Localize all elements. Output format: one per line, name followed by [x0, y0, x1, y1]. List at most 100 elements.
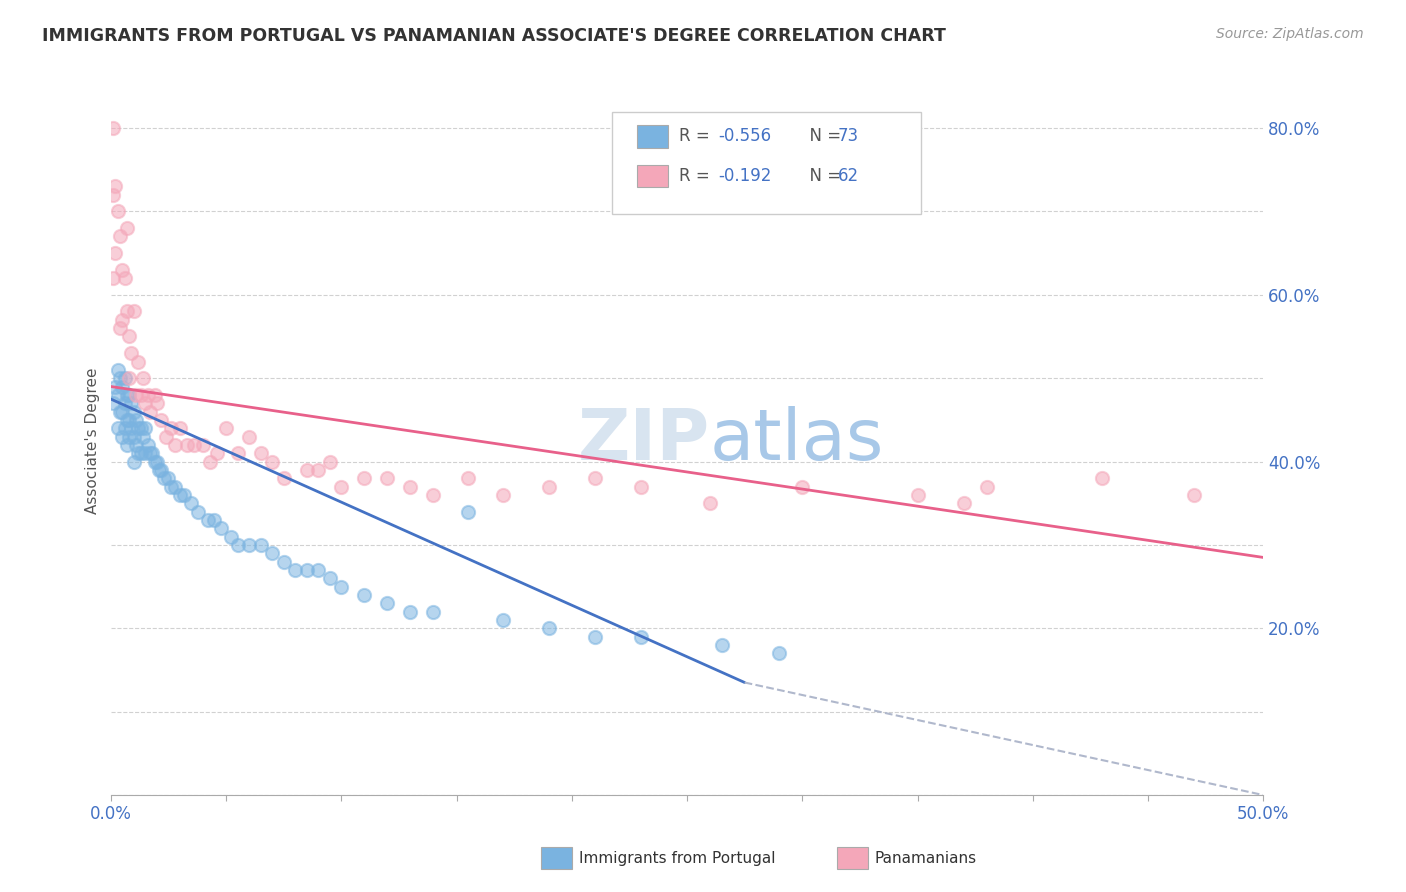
Point	[118, 388, 141, 402]
Point	[457, 471, 479, 485]
Point	[104, 179, 127, 194]
Point	[115, 388, 138, 402]
Text: R =: R =	[679, 128, 716, 145]
Point	[127, 421, 149, 435]
Text: 62: 62	[838, 167, 859, 185]
Point	[101, 271, 124, 285]
Text: 73: 73	[838, 128, 859, 145]
Point	[125, 438, 148, 452]
Point	[155, 429, 177, 443]
Point	[165, 438, 187, 452]
Text: -0.556: -0.556	[718, 128, 772, 145]
Point	[262, 454, 284, 468]
Text: -0.192: -0.192	[718, 167, 772, 185]
Point	[121, 346, 143, 360]
Point	[129, 388, 152, 402]
Point	[132, 429, 155, 443]
Point	[114, 396, 136, 410]
Point	[219, 530, 242, 544]
Point	[129, 421, 152, 435]
Point	[118, 429, 141, 443]
Point	[209, 521, 232, 535]
Point	[146, 454, 169, 468]
Point	[115, 413, 138, 427]
Point	[422, 605, 444, 619]
Point	[191, 438, 214, 452]
Point	[159, 479, 181, 493]
Point	[457, 505, 479, 519]
Point	[307, 563, 329, 577]
Point	[226, 538, 249, 552]
Point	[238, 429, 260, 443]
Point	[101, 187, 124, 202]
Point	[101, 396, 124, 410]
Point	[108, 321, 131, 335]
Point	[330, 479, 353, 493]
Point	[273, 471, 295, 485]
Point	[118, 413, 141, 427]
Point	[139, 446, 162, 460]
Text: Immigrants from Portugal: Immigrants from Portugal	[579, 851, 776, 865]
Point	[122, 304, 145, 318]
Point	[399, 605, 422, 619]
Point	[353, 588, 375, 602]
Point	[204, 513, 226, 527]
Point	[111, 379, 134, 393]
Point	[183, 438, 205, 452]
Point	[630, 479, 652, 493]
Point	[630, 630, 652, 644]
Point	[148, 463, 170, 477]
Point	[121, 421, 143, 435]
Point	[104, 379, 127, 393]
Point	[169, 488, 191, 502]
Point	[187, 505, 209, 519]
Point	[197, 513, 219, 527]
Point	[107, 388, 129, 402]
Point	[134, 421, 156, 435]
Point	[111, 404, 134, 418]
Point	[108, 404, 131, 418]
Point	[118, 329, 141, 343]
Point	[537, 479, 560, 493]
Point	[375, 471, 398, 485]
Point	[129, 446, 152, 460]
Point	[152, 471, 174, 485]
Point	[583, 630, 606, 644]
Point	[353, 471, 375, 485]
Point	[537, 621, 560, 635]
Point	[976, 479, 998, 493]
Point	[273, 555, 295, 569]
Point	[136, 438, 159, 452]
Point	[108, 229, 131, 244]
Point	[114, 421, 136, 435]
Point	[330, 580, 353, 594]
Text: atlas: atlas	[710, 406, 884, 475]
Point	[107, 363, 129, 377]
Point	[107, 204, 129, 219]
Point	[1091, 471, 1114, 485]
Text: Source: ZipAtlas.com: Source: ZipAtlas.com	[1216, 27, 1364, 41]
Point	[141, 446, 163, 460]
Point	[249, 446, 271, 460]
Point	[226, 446, 249, 460]
Point	[295, 563, 318, 577]
Point	[399, 479, 422, 493]
Point	[173, 488, 195, 502]
Point	[491, 488, 513, 502]
Point	[176, 438, 198, 452]
Point	[118, 371, 141, 385]
Point	[169, 421, 191, 435]
Point	[125, 413, 148, 427]
Point	[262, 546, 284, 560]
Point	[139, 404, 162, 418]
Point	[159, 421, 181, 435]
Text: IMMIGRANTS FROM PORTUGAL VS PANAMANIAN ASSOCIATE'S DEGREE CORRELATION CHART: IMMIGRANTS FROM PORTUGAL VS PANAMANIAN A…	[42, 27, 946, 45]
Point	[150, 413, 173, 427]
Point	[319, 454, 342, 468]
Point	[122, 429, 145, 443]
Point	[107, 421, 129, 435]
Text: R =: R =	[679, 167, 716, 185]
Point	[249, 538, 271, 552]
Point	[101, 121, 124, 136]
Point	[150, 463, 173, 477]
